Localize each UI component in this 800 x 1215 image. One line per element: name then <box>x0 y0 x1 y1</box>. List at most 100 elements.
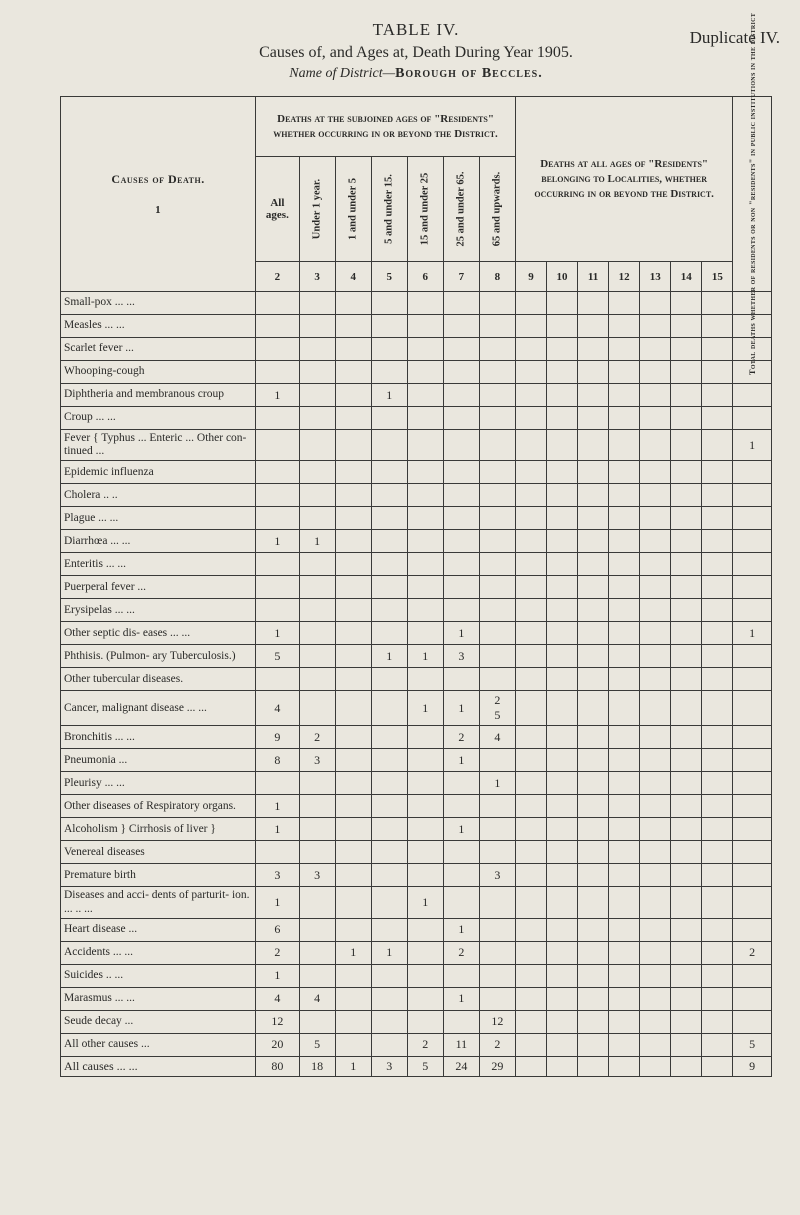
loc-cell <box>515 599 546 622</box>
value-cell: 12 <box>479 1010 515 1033</box>
loc-cell <box>609 407 640 430</box>
value-cell: 5 <box>256 645 300 668</box>
value-cell <box>335 384 371 407</box>
header-line3: Name of District—Borough of Beccles. <box>60 66 772 82</box>
loc-cell <box>578 407 609 430</box>
total-cell <box>733 384 772 407</box>
value-cell <box>371 749 407 772</box>
loc-cell <box>640 338 671 361</box>
loc-cell <box>578 918 609 941</box>
value-cell: 3 <box>479 864 515 887</box>
cause-cell: Suicides .. ... <box>61 964 256 987</box>
value-cell <box>299 795 335 818</box>
table-row: Other septic dis- eases ... ...111 <box>61 622 772 645</box>
duplicate-label: Duplicate IV. <box>690 28 780 48</box>
loc-cell <box>702 668 733 691</box>
table-row: Seude decay ...1212 <box>61 1010 772 1033</box>
value-cell <box>443 576 479 599</box>
coln-6: 6 <box>407 262 443 292</box>
loc-cell <box>578 430 609 461</box>
cause-cell: Scarlet fever ... <box>61 338 256 361</box>
total-cell <box>733 507 772 530</box>
loc-cell <box>515 430 546 461</box>
value-cell <box>479 507 515 530</box>
loc-cell <box>609 1033 640 1056</box>
loc-cell <box>578 864 609 887</box>
loc-cell <box>640 576 671 599</box>
table-row: Diphtheria and membranous croup11 <box>61 384 772 407</box>
loc-cell <box>702 887 733 918</box>
coln-15: 15 <box>702 262 733 292</box>
cause-cell: Diseases and acci- dents of parturit- io… <box>61 887 256 918</box>
total-cell <box>733 864 772 887</box>
value-cell <box>407 918 443 941</box>
value-cell <box>407 361 443 384</box>
value-cell <box>443 361 479 384</box>
loc-cell <box>546 887 577 918</box>
loc-cell <box>640 726 671 749</box>
loc-cell <box>702 941 733 964</box>
value-cell: 1 <box>443 987 479 1010</box>
header-line3-rest: Borough of Beccles. <box>395 66 543 81</box>
loc-cell <box>546 1033 577 1056</box>
value-cell <box>335 292 371 315</box>
value-cell <box>299 507 335 530</box>
value-cell <box>371 622 407 645</box>
value-cell: 1 <box>256 384 300 407</box>
loc-cell <box>671 407 702 430</box>
cause-cell: Diarrhœa ... ... <box>61 530 256 553</box>
value-cell <box>479 749 515 772</box>
loc-cell <box>671 941 702 964</box>
value-cell <box>479 818 515 841</box>
value-cell <box>299 553 335 576</box>
loc-cell <box>671 599 702 622</box>
col-5-15: 5 and under 15. <box>371 157 407 262</box>
value-cell: 2 <box>256 941 300 964</box>
loc-cell <box>702 818 733 841</box>
total-cell <box>733 691 772 726</box>
loc-cell <box>671 887 702 918</box>
value-cell <box>443 887 479 918</box>
value-cell <box>407 668 443 691</box>
loc-cell <box>546 987 577 1010</box>
value-cell <box>299 818 335 841</box>
loc-cell <box>546 964 577 987</box>
value-cell <box>335 964 371 987</box>
loc-cell <box>609 507 640 530</box>
table-row: Cancer, malignant disease ... ...41125 <box>61 691 772 726</box>
cause-cell: Cancer, malignant disease ... ... <box>61 691 256 726</box>
loc-cell <box>671 461 702 484</box>
value-cell <box>443 530 479 553</box>
loc-cell <box>640 941 671 964</box>
value-cell <box>371 841 407 864</box>
loc-cell <box>546 361 577 384</box>
loc-cell <box>515 726 546 749</box>
footer-v3: 3 <box>371 1056 407 1076</box>
value-cell <box>443 795 479 818</box>
value-cell <box>407 1010 443 1033</box>
value-cell <box>256 430 300 461</box>
loc-cell <box>671 918 702 941</box>
value-cell <box>371 338 407 361</box>
loc-cell <box>578 749 609 772</box>
value-cell <box>479 315 515 338</box>
value-cell: 3 <box>443 645 479 668</box>
header-line3-italic: Name of District— <box>289 66 395 81</box>
value-cell <box>299 407 335 430</box>
value-cell <box>256 599 300 622</box>
value-cell <box>443 338 479 361</box>
cause-cell: Diphtheria and membranous croup <box>61 384 256 407</box>
loc-cell <box>640 292 671 315</box>
value-cell <box>335 361 371 384</box>
table-row: Other diseases of Respiratory organs.1 <box>61 795 772 818</box>
loc-cell <box>515 645 546 668</box>
loc-cell <box>702 576 733 599</box>
value-cell <box>335 691 371 726</box>
value-cell <box>407 553 443 576</box>
value-cell <box>371 484 407 507</box>
value-cell <box>479 484 515 507</box>
loc-cell <box>671 576 702 599</box>
loc-cell <box>671 1010 702 1033</box>
value-cell <box>299 668 335 691</box>
loc-cell <box>702 530 733 553</box>
